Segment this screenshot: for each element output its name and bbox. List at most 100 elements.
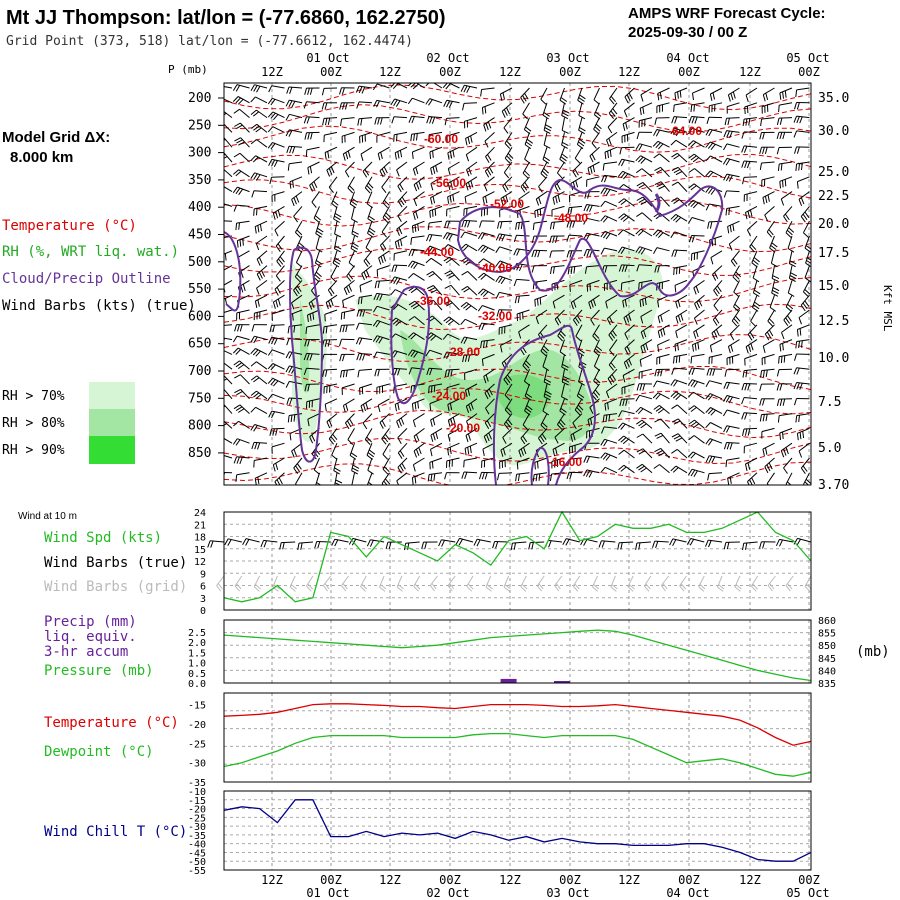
upper-wind-barb (250, 390, 257, 396)
upper-wind-barb (742, 370, 745, 378)
upper-wind-barb (593, 102, 600, 115)
upper-wind-barb (414, 316, 425, 326)
upper-wind-barb (657, 300, 660, 308)
upper-wind-barb (586, 455, 600, 459)
upper-wind-barb (759, 162, 762, 170)
upper-wind-barb (242, 284, 246, 292)
upper-wind-barb (343, 146, 355, 155)
wind-chill-panel: Wind Chill T (°C) -10-15-20-25-30-35-40-… (44, 787, 830, 900)
upper-wind-barb (652, 140, 659, 147)
upper-wind-barb (676, 449, 688, 459)
upper-wind-barb (624, 96, 629, 104)
upper-wind-barb (590, 166, 593, 174)
upper-wind-barb (465, 406, 470, 413)
upper-wind-barb (429, 457, 443, 463)
upper-wind-barb (504, 183, 509, 191)
upper-wind-barb (306, 146, 320, 151)
surface-wind-barb-true (562, 538, 567, 545)
upper-wind-barb (730, 93, 734, 101)
upper-wind-barb (561, 129, 569, 134)
upper-wind-barb (798, 163, 800, 171)
upper-wind-barb (482, 291, 489, 298)
upper-wind-barb (708, 455, 713, 463)
upper-wind-barb (495, 233, 500, 241)
upper-wind-barb (348, 418, 354, 426)
surface-wind-barb-grid (572, 575, 581, 587)
upper-wind-barb (610, 332, 616, 339)
upper-wind-barb (496, 309, 500, 317)
upper-wind-barb (765, 369, 768, 377)
upper-wind-barb (656, 247, 670, 252)
surface-wind-barb-true (459, 537, 474, 543)
upper-wind-barb (224, 265, 233, 271)
upper-wind-barb (224, 152, 233, 163)
upper-wind-barb (744, 442, 758, 447)
upper-wind-barb (447, 442, 460, 449)
surface-wind-barb-true (279, 542, 282, 550)
upper-wind-barb (464, 220, 468, 228)
upper-wind-barb (696, 301, 701, 309)
upper-wind-barb (217, 472, 219, 479)
upper-wind-barb (675, 171, 683, 176)
wind-chill-panel-frame (223, 790, 812, 871)
upper-wind-barb (746, 106, 749, 114)
upper-wind-barb (414, 402, 417, 410)
upper-wind-barb (759, 132, 762, 140)
upper-wind-barb (776, 132, 780, 140)
upper-wind-barb (484, 413, 495, 424)
upper-wind-barb (655, 393, 661, 400)
surface-wind-barb-true (495, 541, 499, 549)
surface-wind-barb-true (317, 541, 321, 549)
upper-wind-barb (367, 182, 374, 189)
upper-wind-barb (726, 130, 740, 133)
upper-wind-barb (351, 206, 355, 220)
upper-wind-barb (560, 156, 567, 162)
upper-wind-barb (713, 290, 719, 297)
upper-wind-barb (645, 343, 649, 351)
upper-wind-barb (578, 393, 585, 399)
upper-wind-barb (522, 354, 530, 366)
surface-wind-barb-grid (379, 575, 385, 588)
upper-wind-barb (334, 233, 342, 238)
surface-wind-barb-true (245, 539, 250, 546)
upper-wind-barb (250, 172, 256, 179)
upper-wind-barb (359, 131, 373, 137)
upper-wind-barb (344, 422, 350, 430)
upper-wind-barb (293, 280, 303, 291)
upper-wind-barb (250, 155, 256, 162)
upper-wind-barb (482, 442, 495, 450)
axis-tick-label: -25 (188, 813, 206, 824)
upper-wind-barb (333, 457, 338, 471)
upper-wind-barb (604, 466, 618, 474)
upper-wind-barb (687, 140, 694, 146)
upper-wind-barb (625, 315, 630, 323)
upper-wind-barb (552, 266, 555, 274)
upper-wind-barb (762, 94, 766, 102)
upper-wind-barb (482, 244, 495, 252)
upper-wind-barb (705, 438, 711, 445)
upper-wind-barb (347, 439, 354, 445)
upper-wind-barb (500, 339, 513, 347)
upper-wind-barb (462, 103, 465, 111)
upper-wind-barb (635, 246, 641, 253)
upper-wind-barb (488, 432, 492, 440)
upper-wind-barb (239, 457, 243, 465)
upper-wind-barb (729, 131, 733, 139)
upper-wind-barb (232, 335, 238, 343)
upper-wind-barb (673, 168, 681, 174)
upper-wind-barb (578, 141, 585, 147)
upper-wind-barb (693, 381, 699, 388)
upper-wind-barb (656, 168, 663, 174)
upper-wind-barb (362, 309, 366, 317)
upper-wind-barb (375, 336, 381, 343)
upper-wind-barb (572, 161, 583, 172)
upper-wind-barb (723, 173, 728, 181)
upper-wind-barb (761, 161, 775, 164)
upper-wind-barb (449, 403, 453, 411)
upper-wind-barb (575, 180, 579, 188)
upper-wind-barb (235, 349, 241, 355)
upper-wind-barb (413, 184, 418, 192)
upper-wind-barb (730, 260, 736, 267)
upper-wind-barb (602, 216, 609, 223)
upper-wind-barb (396, 472, 408, 482)
